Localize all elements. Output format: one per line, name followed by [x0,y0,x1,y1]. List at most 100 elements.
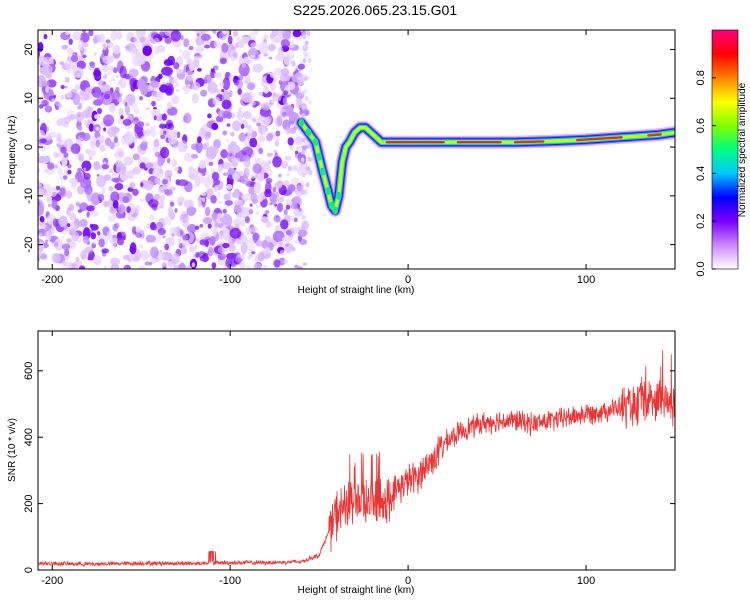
spectrogram-noise-blob [96,231,101,236]
spectrogram-noise-blob [255,210,260,216]
spectrogram-ridge-peak [575,136,623,142]
spectrogram-noise-blob [304,188,308,194]
y-tick-label: -10 [23,188,35,204]
spectrogram-noise-blob [175,89,180,92]
spectrogram-noise-blob [89,210,99,217]
spectrogram-noise-blob [202,217,213,225]
spectrogram-noise-blob [219,57,227,65]
spectrogram-noise-blob [213,39,222,49]
spectrogram-ridge-blob [332,206,339,215]
spectrogram-noise-blob [33,172,37,175]
spectrogram-noise-blob [39,138,47,144]
spectrogram-noise-blob [134,88,138,93]
spectrogram-noise-blob [140,182,144,188]
spectrogram-noise-blob [46,79,57,88]
spectrogram-noise-blob [272,156,282,168]
spectrogram-noise-blob [112,171,118,180]
spectrogram-noise-blob [140,135,147,142]
spectrogram-noise-blob [262,264,268,269]
spectrogram-noise-blob [274,136,280,144]
spectrogram-noise-blob [239,261,246,269]
spectrogram-noise-blob [38,232,43,237]
spectrogram-noise-blob [279,30,286,35]
spectrogram-ridge-blob [325,186,332,195]
spectrogram-frame [37,29,676,270]
spectrogram-noise-blob [194,225,200,230]
spectrogram-noise-blob [258,41,269,54]
spectrogram-noise-blob [166,157,171,164]
spectrogram-noise-blob [240,242,248,255]
spectrogram-noise-blob [300,149,305,155]
spectrogram-noise-blob [55,185,61,191]
spectrogram-noise-blob [217,255,222,259]
spectrogram-noise-blob [232,31,239,37]
figure-title: S225.2026.065.23.15.G01 [292,2,458,18]
spectrogram-noise-blob [207,113,212,119]
spectrogram-ridge-blob [335,191,342,200]
snr-y-ticks: 0 200 400 600 [23,362,675,573]
spectrogram-noise-blob [204,135,209,141]
spectrogram-noise-blob [245,161,249,167]
spectrogram-noise-blob [229,244,236,253]
spectrogram-noise-blob [68,38,73,45]
spectrogram-noise-blob [112,223,118,232]
spectrogram-noise-blob [186,206,196,217]
spectrogram-noise-blob [110,191,120,203]
spectrogram-noise-blob [51,199,58,209]
spectrogram-noise-blob [38,256,40,263]
spectrogram-noise-blob [208,161,214,166]
spectrogram-noise-blob [297,167,304,176]
spectrogram-ridge-blob [305,128,312,137]
spectrogram-noise-blob [82,235,90,244]
spectrogram-noise-blob [97,107,102,115]
spectrogram-noise-blob [218,93,221,97]
spectrogram-noise-blob [226,252,238,260]
spectrogram-noise-blob [58,215,68,228]
spectrogram-noise-blob [84,246,94,254]
spectrogram-noise-blob [74,111,84,122]
spectrogram-noise-blob [203,177,212,189]
spectrogram-noise-blob [253,182,261,194]
spectrogram-noise-blob [221,42,229,53]
spectrogram-noise-blob [86,211,90,218]
spectrogram-noise-blob [212,65,219,71]
spectrogram-noise-blob [38,180,41,187]
spectrogram-noise-blob [114,183,124,191]
spectrogram-noise-blob [211,219,216,227]
spectrogram-x-ticks: -200 -100 0 100 [41,30,595,286]
spectrogram-noise-blob [156,177,161,186]
spectrogram-noise-blob [157,155,165,167]
spectrogram-noise-blob [287,81,296,90]
colorbar-ticks: 0.0 0.2 0.4 0.6 0.8 [695,70,716,277]
spectrogram-noise-blob [308,99,312,105]
spectrogram-noise-blob [153,115,157,121]
spectrogram-noise-blob [82,54,87,59]
snr-frame [37,330,676,571]
y-tick-label: 600 [23,362,35,380]
spectrogram-noise-blob [301,224,306,229]
spectrogram-noise-blob [124,105,131,116]
spectrogram-noise-blob [285,126,291,135]
spectrogram-noise-blob [174,208,178,213]
y-tick-label: 0 [23,144,35,150]
spectrogram-noise-blob [244,216,250,224]
spectrogram-noise-blob [296,145,301,151]
spectrogram-noise-blob [41,224,47,229]
spectrogram-noise-blob [226,138,229,143]
spectrogram-noise-blob [204,206,211,217]
spectrogram-ridge-blob [298,118,305,127]
spectrogram-noise-blob [47,203,52,208]
spectrogram-noise-blob [266,133,273,142]
spectrogram-noise-blob [123,264,132,269]
spectrogram-noise-blob [305,182,310,188]
spectrogram-noise-blob [240,175,249,185]
spectrogram-noise-blob [251,130,258,138]
spectrogram-noise-blob [294,72,304,80]
spectrogram-noise-blob [154,49,159,55]
spectrogram-noise-blob [38,75,46,88]
spectrogram-noise-blob [304,96,309,102]
spectrogram-noise-blob [38,55,46,62]
spectrogram-noise-blob [177,140,188,153]
spectrogram-noise-blob [61,119,70,128]
spectrogram-noise-blob [103,114,115,127]
